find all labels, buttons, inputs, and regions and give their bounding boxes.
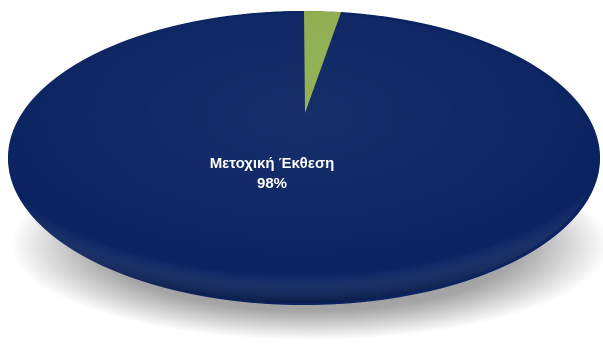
slice-label-category: Μετοχική Έκθεση [210,155,335,172]
slice-label-value: 98% [257,175,287,192]
